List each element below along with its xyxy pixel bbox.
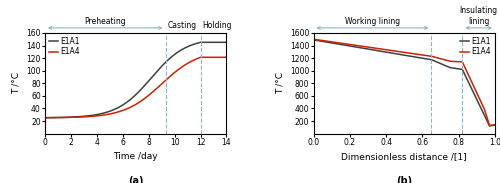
Text: (b): (b) [396, 176, 412, 183]
Legend: E1A1, E1A4: E1A1, E1A4 [460, 37, 491, 56]
Text: Casting: Casting [168, 21, 196, 30]
Text: Insulating
lining: Insulating lining [460, 6, 498, 26]
Legend: E1A1, E1A4: E1A1, E1A4 [49, 37, 80, 56]
Text: Working lining: Working lining [345, 17, 400, 26]
X-axis label: Dimensionless distance /[1]: Dimensionless distance /[1] [342, 152, 467, 161]
Y-axis label: T /°C: T /°C [276, 72, 284, 94]
Text: (a): (a) [128, 176, 144, 183]
X-axis label: Time /day: Time /day [114, 152, 158, 161]
Text: Preheating: Preheating [84, 17, 126, 26]
Text: Holding: Holding [202, 21, 232, 30]
Y-axis label: T /°C: T /°C [12, 72, 21, 94]
